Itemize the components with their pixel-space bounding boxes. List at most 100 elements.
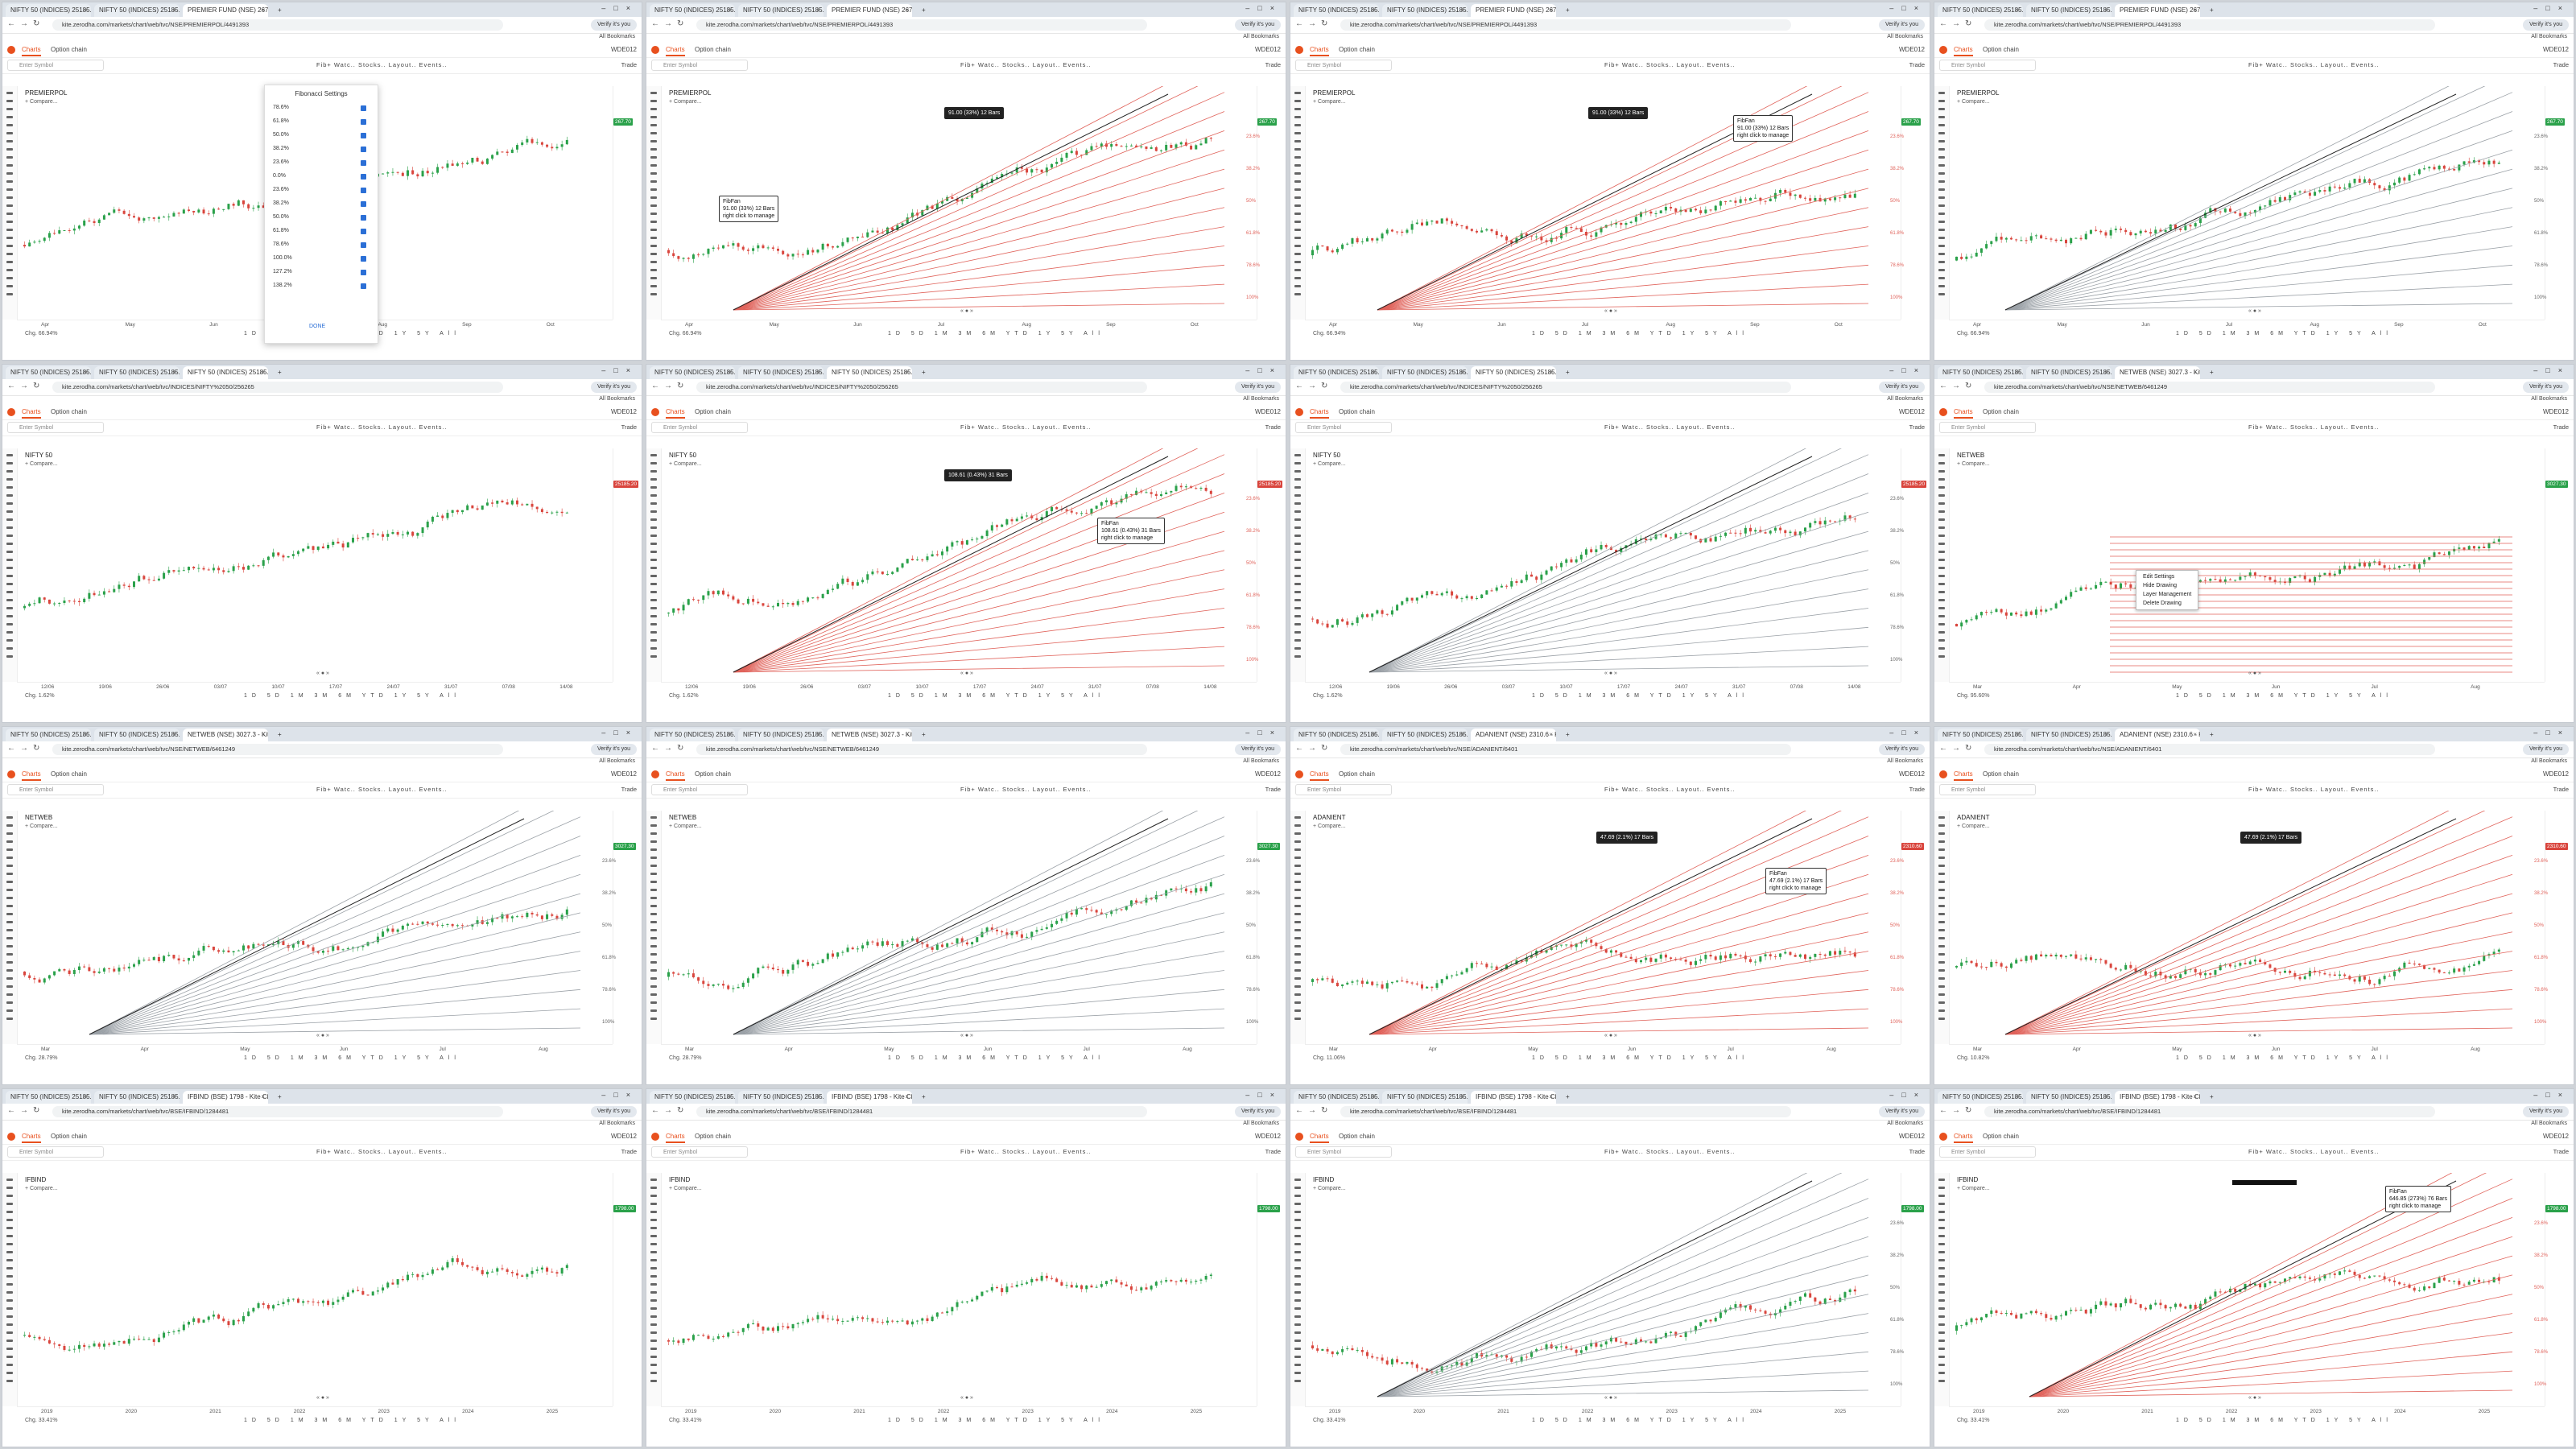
drawing-tool-icon[interactable] [1938, 502, 1945, 505]
drawing-tool-icon[interactable] [650, 462, 657, 464]
drawing-tool-icon[interactable] [6, 261, 13, 263]
tab-option-chain[interactable]: Option chain [695, 1133, 731, 1140]
close-tab-icon[interactable]: × [2016, 6, 2020, 14]
fib-level-checkbox[interactable] [361, 105, 366, 111]
symbol-search-input[interactable]: Enter Symbol [651, 422, 748, 433]
period-option[interactable]: 6M [338, 1055, 356, 1061]
drawing-tool-icon[interactable] [6, 945, 13, 947]
drawing-tool-icon[interactable] [1938, 623, 1945, 625]
drawing-tool-icon[interactable] [650, 188, 657, 191]
drawing-tool-icon[interactable] [1938, 591, 1945, 593]
drawing-tool-icon[interactable] [1938, 470, 1945, 473]
drawing-tool-icon[interactable] [1294, 1018, 1301, 1020]
browser-tab[interactable]: NIFTY 50 (INDICES) 25185.20 × [650, 366, 735, 379]
tab-option-chain[interactable]: Option chain [51, 770, 87, 778]
trade-button[interactable]: Trade [621, 61, 637, 68]
all-bookmarks-link[interactable]: All Bookmarks [599, 396, 635, 402]
drawing-tool-icon[interactable] [1294, 1187, 1301, 1189]
price-scale[interactable]: 1798.00 [1257, 1173, 1286, 1406]
tab-option-chain[interactable]: Option chain [695, 408, 731, 415]
period-option[interactable]: 1M [934, 693, 952, 699]
drawing-tool-icon[interactable] [1294, 261, 1301, 263]
drawing-tools-sidebar[interactable] [1290, 86, 1306, 320]
period-option[interactable]: 1D [244, 1055, 261, 1061]
period-option[interactable]: 1D [1532, 1055, 1549, 1061]
drawing-tool-icon[interactable] [1294, 631, 1301, 634]
drawing-tool-icon[interactable] [650, 245, 657, 247]
account-id[interactable]: WDE012 [610, 408, 637, 415]
drawing-tool-icon[interactable] [6, 156, 13, 159]
drawing-tool-icon[interactable] [1294, 1179, 1301, 1181]
period-option[interactable]: YTD [1649, 331, 1676, 336]
window-controls[interactable]: –□× [601, 366, 638, 374]
drawing-tool-icon[interactable] [1294, 526, 1301, 529]
all-bookmarks-link[interactable]: All Bookmarks [2531, 34, 2567, 39]
drawing-tool-icon[interactable] [1938, 1219, 1945, 1221]
drawing-tool-icon[interactable] [650, 832, 657, 835]
drawing-tool-icon[interactable] [6, 188, 13, 191]
browser-tab[interactable]: NIFTY 50 (INDICES) 25185.20 × [738, 366, 824, 379]
drawing-tool-icon[interactable] [6, 518, 13, 521]
drawing-tool-icon[interactable] [6, 108, 13, 110]
fib-level-checkbox[interactable] [361, 188, 366, 193]
period-option[interactable]: 1Y [1682, 331, 1699, 336]
drawing-tool-icon[interactable] [1294, 1323, 1301, 1326]
drawing-tool-icon[interactable] [1294, 1009, 1301, 1012]
drawing-tool-icon[interactable] [6, 816, 13, 819]
period-option[interactable]: 1M [934, 331, 952, 336]
drawing-tool-icon[interactable] [650, 253, 657, 255]
tab-chart[interactable]: Charts [1954, 408, 1973, 419]
close-tab-icon[interactable]: × [1372, 731, 1376, 738]
drawing-tool-icon[interactable] [650, 929, 657, 931]
url-field[interactable]: kite.zerodha.com/markets/chart/web/tvc/B… [52, 1106, 503, 1117]
nav-back-forward-reload-icon[interactable]: ←→↻ [651, 19, 689, 28]
new-tab-button[interactable]: + [278, 731, 282, 738]
period-option[interactable]: 1M [1578, 1418, 1596, 1423]
drawing-tool-icon[interactable] [650, 277, 657, 279]
drawing-tool-icon[interactable] [1294, 1364, 1301, 1366]
toolbar-menus[interactable]: Fib+ Watc.. Stocks.. Layout.. Events.. [960, 61, 1092, 68]
drawing-tool-icon[interactable] [1938, 873, 1945, 875]
tab-option-chain[interactable]: Option chain [1983, 770, 2019, 778]
profile-button[interactable]: Verify it's you [1878, 382, 1925, 393]
drawing-tool-icon[interactable] [650, 848, 657, 851]
compare-button[interactable]: + Compare... [25, 1186, 58, 1191]
period-option[interactable]: 5Y [2349, 331, 2366, 336]
chart-canvas[interactable] [1305, 1173, 1901, 1406]
compare-button[interactable]: + Compare... [1313, 824, 1346, 829]
period-option[interactable]: 3M [2246, 331, 2264, 336]
chart-scroll-controls[interactable]: « ● » [1604, 671, 1617, 676]
drawing-tool-icon[interactable] [1938, 196, 1945, 199]
drawing-tool-icon[interactable] [6, 1227, 13, 1229]
time-scale[interactable]: 12/06 19/06 26/06 03/07 10/07 17/07 24/07 31/07… [17, 682, 613, 692]
close-tab-icon[interactable]: × [172, 6, 176, 14]
drawing-tool-icon[interactable] [650, 148, 657, 151]
close-tab-icon[interactable]: × [2104, 1093, 2108, 1100]
drawing-tool-icon[interactable] [650, 526, 657, 529]
url-field[interactable]: kite.zerodha.com/markets/chart/web/tvc/I… [696, 382, 1147, 393]
close-tab-icon[interactable]: × [816, 1093, 820, 1100]
drawing-tool-icon[interactable] [650, 1219, 657, 1221]
tab-chart[interactable]: Charts [666, 46, 685, 56]
drawing-tool-icon[interactable] [1938, 889, 1945, 891]
drawing-tool-icon[interactable] [1938, 1179, 1945, 1181]
drawing-tool-icon[interactable] [650, 1299, 657, 1302]
drawing-tool-icon[interactable] [6, 132, 13, 134]
drawing-tool-icon[interactable] [6, 1364, 13, 1366]
time-scale[interactable]: 2019 2020 2021 2022 2023 2024 2025 [1305, 1406, 1901, 1417]
chart-canvas[interactable] [1949, 811, 2545, 1044]
nav-back-forward-reload-icon[interactable]: ←→↻ [1295, 1106, 1333, 1115]
drawing-tool-icon[interactable] [1294, 881, 1301, 883]
toolbar-menus[interactable]: Fib+ Watc.. Stocks.. Layout.. Events.. [2248, 786, 2380, 793]
drawing-tool-icon[interactable] [650, 1372, 657, 1374]
drawing-tool-icon[interactable] [650, 905, 657, 907]
drawing-tool-icon[interactable] [650, 1211, 657, 1213]
profile-button[interactable]: Verify it's you [590, 382, 637, 393]
fib-level-checkbox[interactable] [361, 133, 366, 138]
period-option[interactable]: YTD [1649, 1055, 1676, 1061]
price-scale[interactable]: 3027.30 [2545, 448, 2574, 682]
window-controls[interactable]: –□× [1889, 4, 1926, 12]
drawing-tool-icon[interactable] [650, 100, 657, 102]
drawing-tool-icon[interactable] [650, 1203, 657, 1205]
fib-level-row[interactable]: 100.0% [273, 255, 369, 263]
